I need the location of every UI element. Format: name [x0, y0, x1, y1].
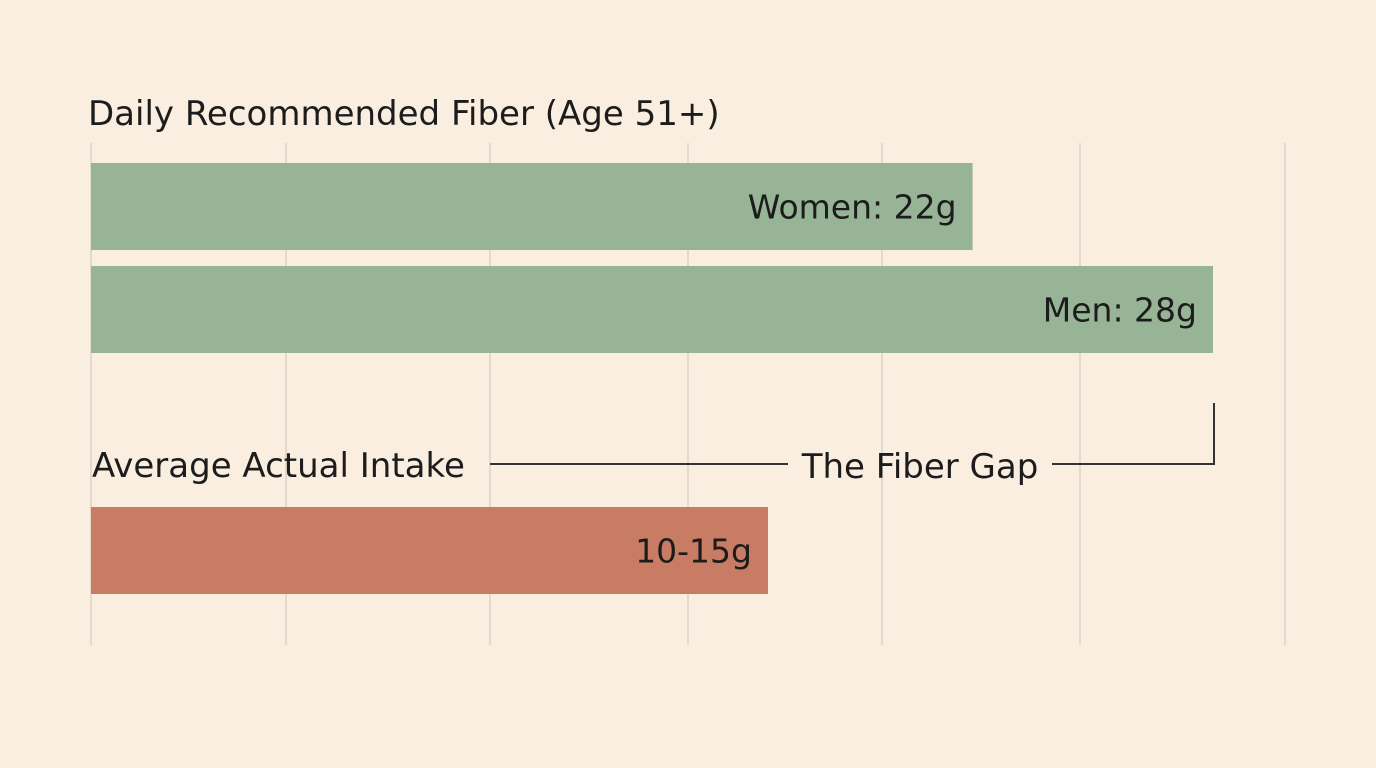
actual-intake-heading: Average Actual Intake [92, 446, 465, 486]
women-bar-label: Women: 22g [748, 188, 957, 227]
men-bar [91, 266, 1213, 353]
gap-label: The Fiber Gap [801, 447, 1039, 487]
actual-intake-label: 10-15g [635, 532, 752, 571]
actual-intake-bar-group: 10-15g [91, 507, 768, 594]
men-bar-label: Men: 28g [1043, 291, 1197, 330]
chart-title: Daily Recommended Fiber (Age 51+) [88, 94, 720, 134]
women-bar [91, 163, 973, 250]
gap-bracket-right [1052, 403, 1215, 465]
actual-intake-bar [91, 507, 768, 594]
fiber-gap-annotation: The Fiber Gap [490, 403, 1215, 487]
recommended-bars: Women: 22g Men: 28g [91, 163, 1213, 353]
